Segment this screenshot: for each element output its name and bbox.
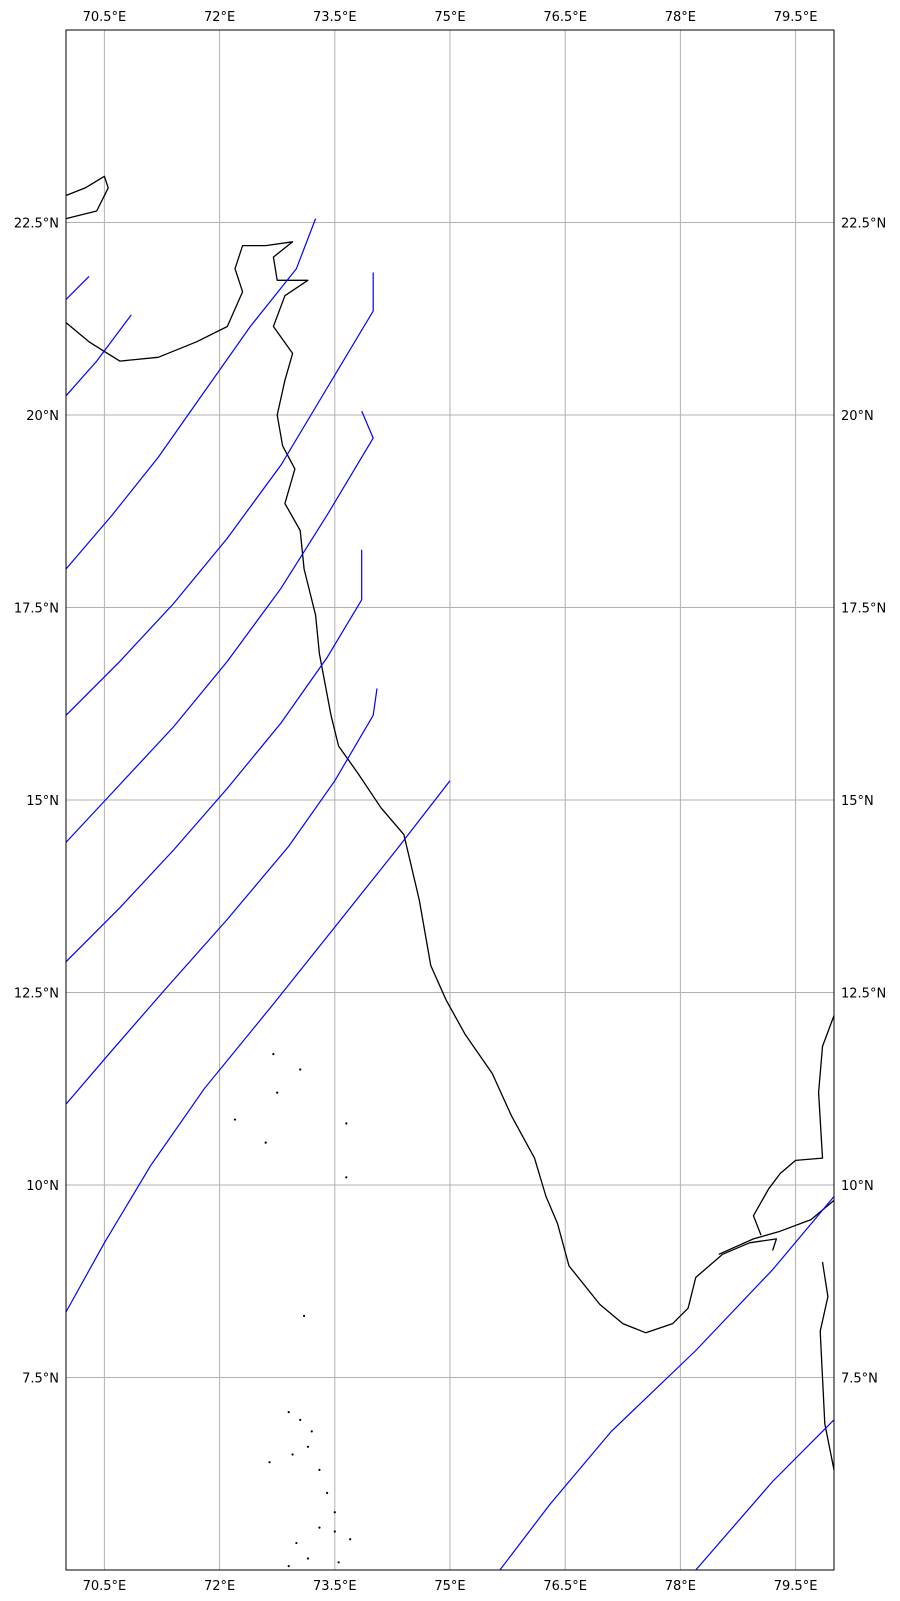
lon-label-top: 79.5°E bbox=[774, 10, 818, 25]
lon-label-bottom: 72°E bbox=[204, 1579, 235, 1594]
island bbox=[318, 1468, 321, 1471]
island bbox=[233, 1118, 237, 1121]
lat-label-left: 22.5°N bbox=[14, 217, 59, 232]
coastline bbox=[819, 1261, 835, 1471]
island bbox=[299, 1068, 302, 1071]
island bbox=[333, 1530, 336, 1533]
lat-label-left: 20°N bbox=[26, 409, 59, 424]
lat-label-left: 7.5°N bbox=[22, 1372, 59, 1387]
storm-track bbox=[65, 218, 317, 570]
island bbox=[306, 1557, 310, 1560]
island bbox=[264, 1141, 267, 1144]
lon-label-bottom: 73.5°E bbox=[313, 1579, 357, 1594]
gridlines bbox=[66, 30, 834, 1570]
lat-label-left: 10°N bbox=[26, 1179, 59, 1194]
lon-label-bottom: 70.5°E bbox=[83, 1579, 127, 1594]
lat-label-right: 22.5°N bbox=[841, 217, 886, 232]
island bbox=[318, 1526, 321, 1529]
coastline bbox=[752, 1015, 835, 1236]
lon-label-top: 73.5°E bbox=[313, 10, 357, 25]
lon-label-top: 72°E bbox=[204, 10, 235, 25]
storm-track bbox=[499, 1196, 835, 1571]
lon-label-top: 76.5°E bbox=[543, 10, 587, 25]
lat-label-left: 17.5°N bbox=[14, 602, 59, 617]
island bbox=[272, 1053, 275, 1056]
storm-track bbox=[65, 272, 374, 716]
island bbox=[345, 1176, 348, 1179]
lat-label-right: 20°N bbox=[841, 409, 874, 424]
storm-track bbox=[65, 549, 363, 963]
island bbox=[287, 1565, 290, 1568]
coastline bbox=[718, 1199, 835, 1255]
island bbox=[326, 1491, 329, 1495]
lon-label-bottom: 76.5°E bbox=[543, 1579, 587, 1594]
island bbox=[337, 1561, 340, 1564]
axis-labels: 70.5°E 70.5°E 72°E 72°E 73.5°E 73.5°E 75°E 75°E… bbox=[14, 10, 886, 1594]
storm-track bbox=[65, 780, 451, 1313]
lat-label-left: 12.5°N bbox=[14, 987, 59, 1002]
island bbox=[333, 1511, 336, 1514]
lat-label-right: 12.5°N bbox=[841, 987, 886, 1002]
map-frame bbox=[65, 29, 835, 1571]
island bbox=[345, 1122, 348, 1125]
island bbox=[310, 1430, 313, 1433]
storm-track bbox=[65, 410, 374, 843]
lat-label-right: 15°N bbox=[841, 794, 874, 809]
storm-track bbox=[65, 688, 378, 1105]
lon-label-top: 70.5°E bbox=[83, 10, 127, 25]
storm-track bbox=[695, 1419, 835, 1571]
lon-label-bottom: 79.5°E bbox=[774, 1579, 818, 1594]
coastline bbox=[65, 241, 778, 1334]
lon-label-top: 75°E bbox=[434, 10, 465, 25]
coastlines bbox=[65, 175, 835, 1471]
storm-tracks bbox=[65, 218, 835, 1571]
island-dots bbox=[233, 1053, 352, 1568]
storm-track bbox=[65, 314, 132, 397]
lat-label-left: 15°N bbox=[26, 794, 59, 809]
lat-label-right: 7.5°N bbox=[841, 1372, 878, 1387]
coastline bbox=[65, 175, 109, 220]
island bbox=[299, 1418, 302, 1421]
island bbox=[287, 1411, 290, 1414]
lon-label-bottom: 78°E bbox=[665, 1579, 696, 1594]
lat-label-right: 17.5°N bbox=[841, 602, 886, 617]
storm-track bbox=[65, 275, 90, 300]
island bbox=[291, 1453, 294, 1456]
lon-label-top: 78°E bbox=[665, 10, 696, 25]
lon-label-bottom: 75°E bbox=[434, 1579, 465, 1594]
island bbox=[268, 1461, 271, 1464]
lat-label-right: 10°N bbox=[841, 1179, 874, 1194]
island bbox=[306, 1445, 310, 1448]
island bbox=[276, 1091, 279, 1094]
island bbox=[302, 1314, 306, 1317]
island bbox=[349, 1538, 352, 1541]
island bbox=[295, 1541, 298, 1545]
